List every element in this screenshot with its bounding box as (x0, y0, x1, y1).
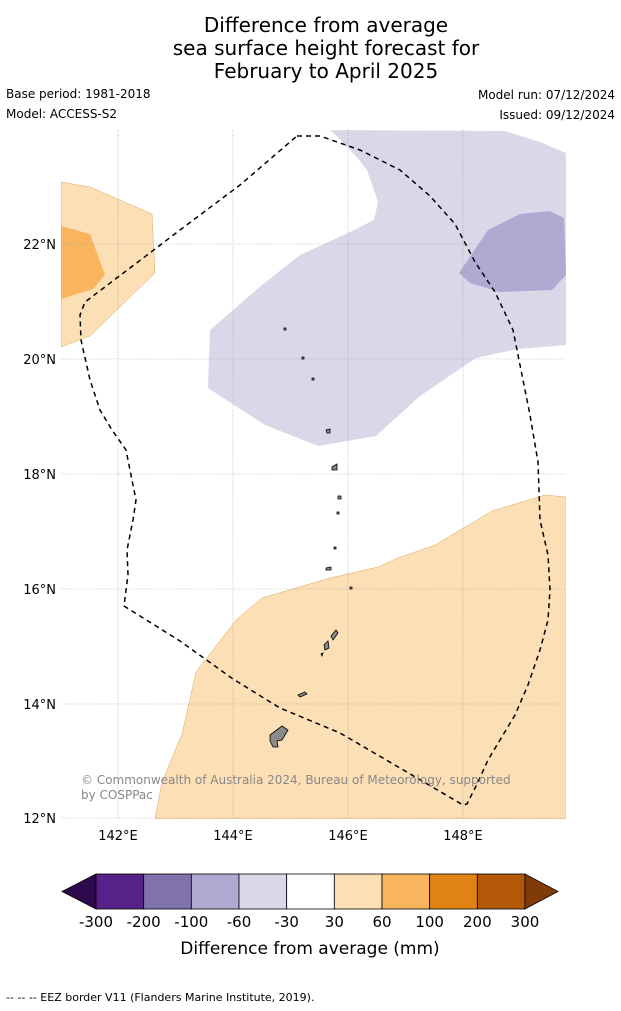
colorbar-segment (95, 873, 145, 910)
colorbar-tick-label: 30 (325, 913, 344, 931)
eez-border-line (79, 135, 551, 806)
colorbar-title: Difference from average (mm) (180, 939, 439, 959)
negative-strong-anomaly-region (459, 211, 566, 292)
island-tinian (323, 640, 330, 651)
latitude-label: 18°N (23, 468, 56, 483)
island-sarigan (333, 546, 337, 550)
colorbar-segment (238, 873, 288, 910)
title-line-2: sea surface height forecast for (172, 36, 480, 60)
colorbar (61, 873, 559, 910)
longitude-label: 146°E (328, 829, 368, 844)
island-north (283, 327, 287, 331)
colorbar-tick-label: -200 (127, 913, 161, 931)
copyright-text-line1: © Commonwealth of Australia 2024, Bureau… (81, 773, 511, 787)
positive-anomaly-region-south (154, 494, 566, 819)
map-title: Difference from average sea surface heig… (0, 14, 621, 83)
longitude-label: 148°E (443, 829, 483, 844)
model-run-text: Model run: 07/12/2024 (477, 88, 615, 102)
model-text: Model: ACCESS-S2 (6, 107, 118, 121)
gridlines (61, 130, 566, 819)
copyright-text-line2: by COSPPac (81, 788, 153, 802)
island-group (269, 327, 353, 748)
colorbar-segment (381, 873, 431, 910)
island-alamagan (336, 511, 340, 515)
latitude-label: 20°N (23, 353, 56, 368)
title-line-3: February to April 2025 (213, 59, 439, 83)
latitude-label: 14°N (23, 698, 56, 713)
colorbar-segment (143, 873, 192, 910)
colorbar-tick-label: -30 (274, 913, 299, 931)
island-anatahan (325, 566, 332, 571)
longitude-label: 142°E (98, 829, 138, 844)
colorbar-segment (429, 873, 478, 910)
issued-text: Issued: 09/12/2024 (499, 108, 615, 122)
latitude-labels: 22°N 20°N 18°N 16°N 14°N 12°N (23, 238, 56, 827)
eez-legend-text: -- -- -- EEZ border V11 (Flanders Marine… (6, 991, 315, 1004)
colorbar-tick-label: 100 (415, 913, 444, 931)
latitude-label: 16°N (23, 583, 56, 598)
title-line-1: Difference from average (203, 13, 449, 37)
colorbar-segment (476, 873, 526, 910)
island-saipan (330, 629, 339, 641)
island-farallon-de-pajaros (301, 356, 305, 360)
island-rota (297, 691, 308, 698)
colorbar-tick-label: 200 (463, 913, 492, 931)
longitude-label: 144°E (213, 829, 253, 844)
island-aguijan (320, 652, 324, 658)
island-pagan (337, 495, 342, 500)
anomaly-fill-layer (61, 130, 566, 819)
latitude-label: 22°N (23, 238, 56, 253)
colorbar-extend-min (61, 873, 97, 910)
negative-anomaly-region (208, 130, 566, 446)
island-maug (311, 377, 315, 381)
latitude-label: 12°N (23, 812, 56, 827)
colorbar-segment (190, 873, 240, 910)
colorbar-tick-label: 60 (372, 913, 391, 931)
colorbar-segment (286, 873, 335, 910)
colorbar-segment (333, 873, 383, 910)
island-small-east (349, 586, 353, 590)
positive-anomaly-region-nw (61, 181, 156, 348)
longitude-labels: 142°E 144°E 146°E 148°E (98, 829, 483, 844)
colorbar-tick-label: -100 (174, 913, 208, 931)
island-agrihan (331, 463, 338, 471)
island-guam (269, 725, 289, 748)
colorbar-extend-max (524, 873, 559, 910)
colorbar-tick-label: -60 (227, 913, 252, 931)
colorbar-tick-label: -300 (79, 913, 113, 931)
base-period-text: Base period: 1981-2018 (6, 87, 151, 101)
colorbar-tick-labels: -300 -200 -100 -60 -30 30 60 100 200 300 (79, 913, 539, 931)
island-asuncion (325, 428, 331, 434)
colorbar-tick-label: 300 (511, 913, 540, 931)
